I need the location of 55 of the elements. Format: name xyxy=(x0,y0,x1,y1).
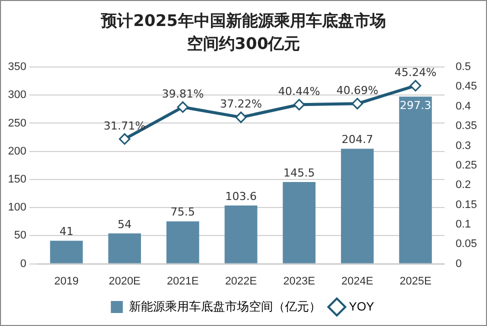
data-label: 54 xyxy=(118,218,132,231)
point xyxy=(235,112,247,124)
y2-tick-label: 0.05 xyxy=(456,238,478,250)
y-tick-label: 250 xyxy=(8,117,26,130)
x-tick-label: 2019 xyxy=(54,275,79,288)
bar xyxy=(166,221,200,264)
y2-tick-label: 0.1 xyxy=(456,218,471,230)
y2-tick-label: 0.3 xyxy=(456,140,471,152)
data-label: 31.71% xyxy=(104,119,146,132)
y-tick-label: 150 xyxy=(8,173,26,186)
point xyxy=(410,80,422,92)
y2-tick-label: 0.45 xyxy=(456,80,478,93)
y-tick-label: 50 xyxy=(14,230,26,242)
y2-tick-label: 0.15 xyxy=(456,198,478,211)
data-label: 40.69% xyxy=(336,84,378,98)
bar xyxy=(399,96,432,264)
x-tick-label: 2020E xyxy=(108,275,141,288)
data-label: 297.3 xyxy=(400,98,432,112)
bar xyxy=(108,233,141,264)
x-tick-label: 2025E xyxy=(400,275,432,288)
bar xyxy=(340,148,374,264)
x-tick-label: 2024E xyxy=(341,275,374,288)
bar xyxy=(224,206,258,264)
point xyxy=(352,98,364,110)
x-tick-label: 2021E xyxy=(166,275,199,288)
y2-tick-label: 0.35 xyxy=(456,120,478,132)
bar xyxy=(282,182,316,264)
data-label: 103.6 xyxy=(225,190,257,203)
data-label: 37.22% xyxy=(220,98,262,111)
data-label: 145.5 xyxy=(283,166,315,180)
x-tick-label: 2023E xyxy=(283,275,316,288)
y2-tick-label: 0.2 xyxy=(456,179,471,192)
y2-tick-label: 0 xyxy=(456,258,462,270)
y2-tick-label: 0.25 xyxy=(456,159,478,172)
y-tick-label: 300 xyxy=(8,89,26,102)
point xyxy=(293,98,305,110)
chart-title: 预计2025年中国新能源乘用车底盘市场空间约300亿元 xyxy=(100,10,387,55)
x-tick-label: 2022E xyxy=(225,275,257,288)
y2-tick-label: 0.4 xyxy=(456,100,471,112)
legend-label: YOY xyxy=(348,299,374,314)
y-tick-label: 100 xyxy=(8,202,26,214)
y-tick-label: 350 xyxy=(8,61,26,74)
y-tick-label: 0 xyxy=(20,258,26,270)
data-label: 40.44% xyxy=(278,84,320,98)
data-label: 45.24% xyxy=(394,66,436,80)
data-label: 75.5 xyxy=(170,206,196,219)
legend-label: 新能源乘用车底盘市场空间（亿元） xyxy=(128,299,321,314)
y2-tick-label: 0.5 xyxy=(456,61,471,74)
point xyxy=(177,101,189,113)
data-label: 39.81% xyxy=(162,87,204,100)
y-tick-label: 200 xyxy=(8,145,26,158)
data-label: 41 xyxy=(59,225,74,238)
point xyxy=(118,133,130,145)
bar xyxy=(50,240,83,264)
data-label: 204.7 xyxy=(342,133,374,146)
